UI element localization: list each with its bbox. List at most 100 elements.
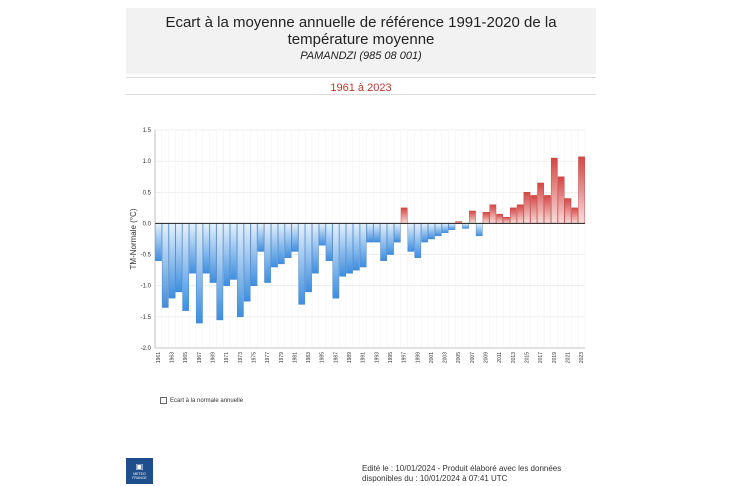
bar-1973 bbox=[237, 223, 244, 318]
y-tick-label: -1.0 bbox=[141, 284, 152, 290]
bar-1971 bbox=[223, 223, 230, 286]
x-tick-label: 1997 bbox=[402, 352, 408, 363]
x-tick-label: 2009 bbox=[484, 352, 490, 363]
footer-line-1: Edité le : 10/01/2024 - Produit élaboré … bbox=[362, 464, 562, 473]
x-tick-label: 1965 bbox=[183, 352, 189, 363]
legend-swatch[interactable] bbox=[160, 397, 167, 404]
bar-1964 bbox=[175, 223, 183, 293]
legend[interactable]: Ecart à la normale annuelle bbox=[160, 397, 243, 404]
bar-2010 bbox=[489, 204, 497, 224]
x-tick-label: 1971 bbox=[224, 352, 230, 363]
x-tick-label: 1975 bbox=[251, 352, 257, 363]
x-tick-label: 1969 bbox=[211, 352, 217, 363]
bar-1966 bbox=[189, 223, 196, 274]
y-tick-label: -0.5 bbox=[141, 253, 152, 259]
footer-note: Edité le : 10/01/2024 - Produit élaboré … bbox=[362, 464, 561, 484]
bar-2003 bbox=[441, 223, 449, 233]
bar-2008 bbox=[475, 223, 483, 237]
bar-2002 bbox=[434, 223, 442, 237]
y-tick-label: 1.5 bbox=[143, 128, 152, 134]
bar-1979 bbox=[277, 223, 285, 265]
bar-2020 bbox=[557, 176, 565, 224]
x-tick-label: 2013 bbox=[511, 352, 517, 363]
x-tick-label: 1963 bbox=[170, 352, 176, 363]
bar-2009 bbox=[482, 212, 490, 224]
station-subtitle: PAMANDZI (985 08 001) bbox=[300, 50, 422, 62]
bar-1978 bbox=[271, 223, 278, 268]
chart-header: Ecart à la moyenne annuelle de référence… bbox=[126, 8, 596, 74]
x-tick-label: 1973 bbox=[238, 352, 244, 363]
bar-1977 bbox=[264, 223, 271, 283]
bar-1987 bbox=[332, 223, 340, 299]
bar-2021 bbox=[564, 198, 572, 224]
bar-1976 bbox=[257, 223, 265, 252]
x-tick-label: 1987 bbox=[333, 352, 339, 363]
bar-1967 bbox=[196, 223, 203, 324]
bar-2019 bbox=[550, 157, 558, 224]
y-axis-label: TM-Normale (°C) bbox=[129, 208, 138, 269]
bar-1969 bbox=[209, 223, 217, 283]
bar-1962 bbox=[161, 223, 169, 308]
x-tick-label: 1983 bbox=[306, 352, 312, 363]
bar-1991 bbox=[359, 223, 367, 268]
y-tick-label: 1.0 bbox=[143, 159, 152, 165]
x-tick-label: 1979 bbox=[279, 352, 285, 363]
y-tick-label: 0.5 bbox=[143, 190, 152, 196]
x-tick-label: 1961 bbox=[156, 352, 162, 363]
x-tick-label: 2017 bbox=[538, 352, 544, 363]
bar-1994 bbox=[380, 223, 387, 262]
x-tick-label: 2019 bbox=[552, 352, 558, 363]
bar-1992 bbox=[366, 223, 374, 243]
x-tick-label: 2007 bbox=[470, 352, 476, 363]
title-line-1: Ecart à la moyenne annuelle de référence… bbox=[165, 14, 557, 31]
bar-1985 bbox=[318, 223, 326, 246]
bar-1965 bbox=[182, 223, 190, 311]
x-tick-label: 1981 bbox=[292, 352, 298, 363]
x-tick-label: 1991 bbox=[361, 352, 367, 363]
y-tick-label: -2.0 bbox=[141, 346, 152, 352]
bar-2011 bbox=[496, 213, 503, 224]
bar-1996 bbox=[393, 223, 401, 243]
bar-1995 bbox=[387, 223, 394, 255]
x-tick-label: 2015 bbox=[524, 352, 530, 363]
x-tick-label: 2005 bbox=[456, 352, 462, 363]
bar-2022 bbox=[571, 207, 579, 224]
bar-2000 bbox=[421, 223, 428, 243]
bar-2023 bbox=[578, 156, 585, 224]
period-bar: 1961 à 2023 bbox=[126, 77, 596, 95]
bar-1988 bbox=[339, 223, 347, 277]
bar-1983 bbox=[305, 223, 312, 293]
bar-1970 bbox=[216, 223, 224, 321]
bar-1989 bbox=[346, 223, 353, 274]
bar-1980 bbox=[284, 223, 292, 258]
bar-1968 bbox=[202, 223, 210, 274]
y-tick-label: -1.5 bbox=[141, 315, 152, 321]
logo-text: METEO FRANCE bbox=[132, 472, 147, 480]
bar-1990 bbox=[353, 223, 360, 271]
legend-label: Ecart à la normale annuelle bbox=[170, 397, 244, 404]
bar-1972 bbox=[230, 223, 237, 280]
bar-1974 bbox=[243, 223, 251, 302]
chart-title: Ecart à la moyenne annuelle de référence… bbox=[126, 14, 596, 48]
bar-2004 bbox=[448, 223, 456, 230]
footer-line-2: disponibles du : 10/01/2024 à 07:41 UTC bbox=[362, 474, 508, 483]
x-tick-label: 1985 bbox=[320, 352, 326, 363]
period-label: 1961 à 2023 bbox=[330, 82, 392, 94]
bars bbox=[155, 156, 585, 324]
x-tick-label: 2011 bbox=[497, 352, 503, 363]
bar-1975 bbox=[250, 223, 258, 286]
bar-1997 bbox=[400, 207, 408, 224]
x-tick-label: 2001 bbox=[429, 352, 435, 363]
bar-2007 bbox=[469, 210, 476, 224]
title-line-2: température moyenne bbox=[287, 31, 435, 48]
x-tick-label: 2021 bbox=[565, 352, 571, 363]
bar-2013 bbox=[510, 207, 517, 224]
x-tick-label: 1989 bbox=[347, 352, 353, 363]
bar-1963 bbox=[168, 223, 176, 299]
bar-2018 bbox=[544, 195, 551, 224]
x-tick-label: 1995 bbox=[388, 352, 394, 363]
x-tick-label: 1967 bbox=[197, 352, 203, 363]
y-tick-label: 0.0 bbox=[143, 221, 152, 227]
bar-1999 bbox=[414, 223, 422, 258]
